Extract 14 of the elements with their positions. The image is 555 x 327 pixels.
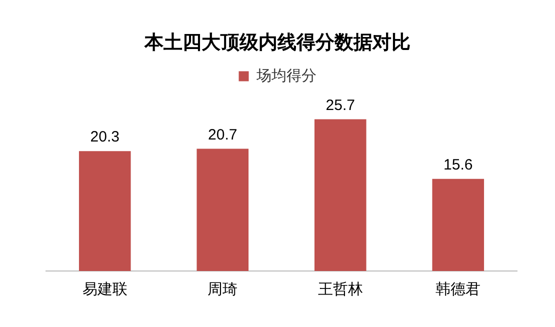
chart-title: 本土四大顶级内线得分数据对比 <box>144 31 410 54</box>
bar <box>432 178 484 271</box>
data-label: 20.7 <box>208 126 238 144</box>
x-tick-label: 周琦 <box>208 281 238 298</box>
data-label: 20.3 <box>90 128 120 146</box>
bar <box>196 148 249 271</box>
data-label: 15.6 <box>444 156 473 174</box>
data-label: 25.7 <box>326 96 355 114</box>
legend-label: 场均得分 <box>255 67 316 84</box>
bar <box>78 151 131 271</box>
bar <box>314 119 366 271</box>
x-tick-label: 易建联 <box>82 281 128 298</box>
x-tick-label: 韩德君 <box>436 281 481 298</box>
x-tick-label: 王哲林 <box>318 281 363 298</box>
